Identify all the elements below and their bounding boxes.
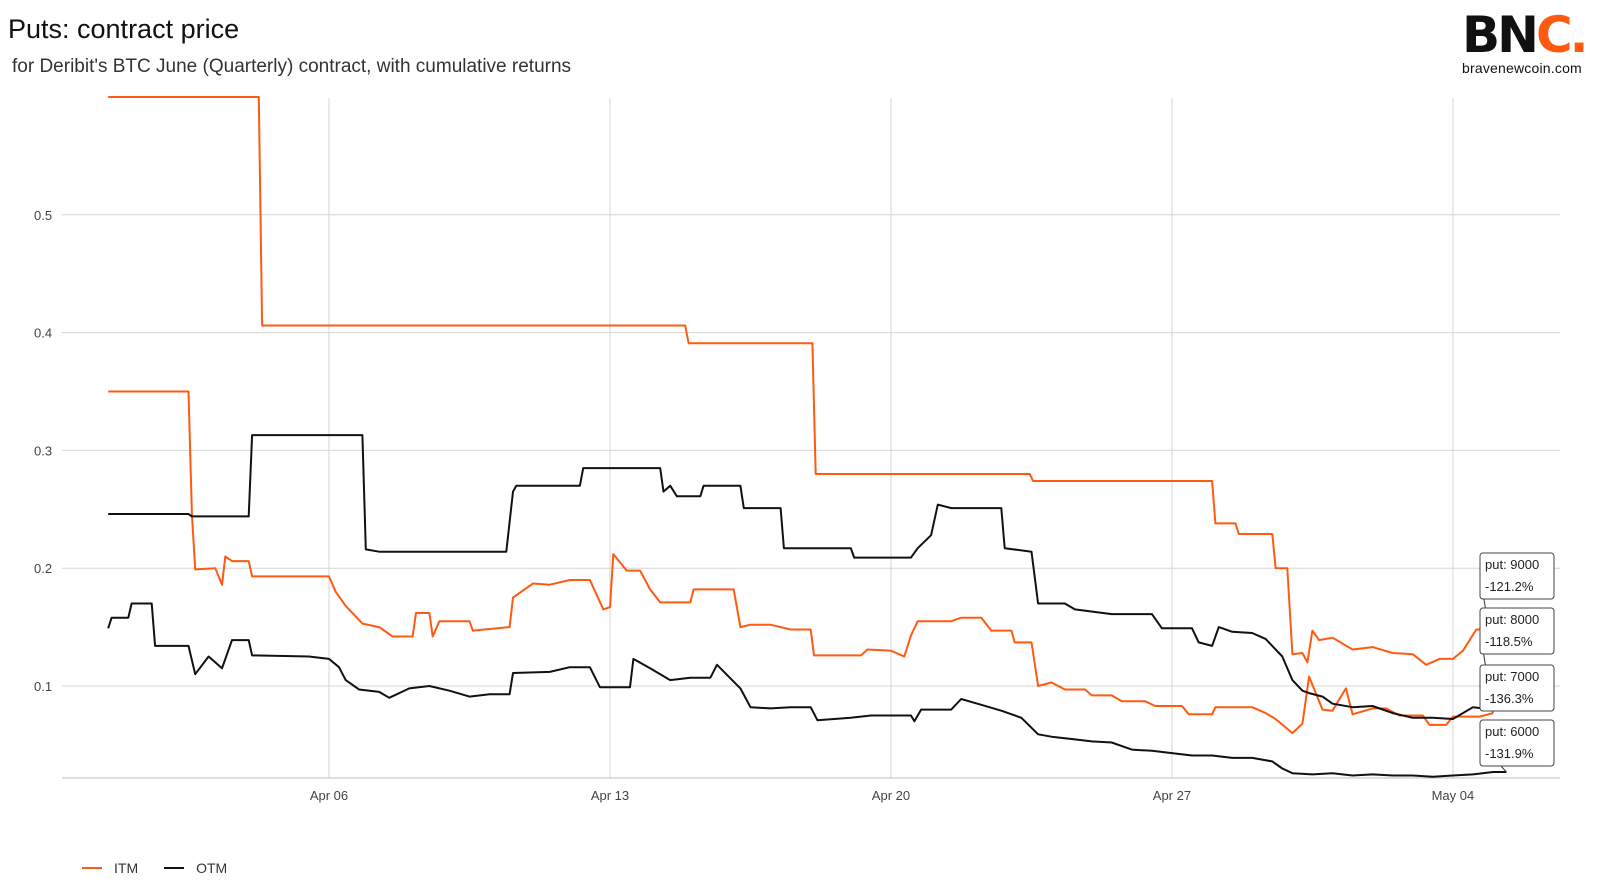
chart-title: Puts: contract price (8, 14, 240, 44)
series-line-2 (108, 390, 1494, 735)
end-label-strike: put: 7000 (1485, 669, 1539, 684)
legend: ITM OTM (82, 860, 227, 876)
legend-swatch-otm (164, 867, 185, 869)
x-tick-label: Apr 13 (591, 788, 629, 803)
end-label-box (1479, 552, 1555, 600)
y-tick-label: 0.1 (34, 679, 52, 694)
y-tick-label: 0.4 (34, 326, 52, 341)
legend-item-itm: ITM (82, 860, 138, 876)
x-tick-label: Apr 27 (1153, 788, 1191, 803)
end-label-box (1479, 607, 1555, 655)
x-tick-label: May 04 (1432, 788, 1475, 803)
brand-logo: BNC. bravenewcoin.com (1462, 8, 1592, 76)
end-label-return: -118.5% (1485, 634, 1533, 649)
grid (62, 98, 1560, 778)
end-label-strike: put: 8000 (1485, 612, 1539, 627)
end-label-return: -121.2% (1485, 579, 1534, 594)
end-label-tag: put: 6000 -131.9% (1479, 719, 1555, 773)
legend-label-itm: ITM (114, 860, 139, 876)
end-label-return: -136.3% (1485, 691, 1534, 706)
end-label-tag: put: 8000 -118.5% (1479, 607, 1555, 714)
logo-mark: BNC. (1462, 8, 1592, 62)
axes: 0.1 0.2 0.3 0.4 0.5 Apr 06 Apr 13 Apr 20 Apr 27 M… (34, 208, 1560, 803)
end-label-box (1479, 664, 1555, 712)
end-labels: put: 9000 -121.2% put: 8000 -118.5% put: 700… (1479, 552, 1555, 773)
x-tick-label: Apr 06 (310, 788, 348, 803)
legend-swatch-itm (82, 867, 102, 869)
logo-mark-main: BN (1462, 6, 1539, 64)
end-label-tag: put: 7000 -136.3% (1479, 664, 1555, 712)
y-tick-label: 0.5 (34, 208, 52, 223)
end-label-tag: put: 9000 -121.2% (1479, 552, 1555, 654)
end-label-strike: put: 9000 (1485, 557, 1539, 572)
series-line-3 (108, 434, 1494, 720)
logo-mark-accent: C. (1535, 6, 1589, 64)
end-label-return: -131.9% (1485, 746, 1534, 761)
end-label-strike: put: 6000 (1485, 724, 1539, 739)
series-line-4 (107, 602, 1507, 778)
x-tick-label: Apr 20 (872, 788, 910, 803)
legend-label-otm: OTM (196, 860, 228, 876)
chart-subtitle: for Deribit's BTC June (Quarterly) contr… (12, 56, 572, 77)
y-tick-label: 0.3 (34, 443, 52, 458)
series-line-1 (108, 96, 1495, 666)
series-lines (107, 96, 1507, 778)
y-tick-label: 0.2 (34, 561, 52, 576)
logo-url: bravenewcoin.com (1462, 60, 1582, 76)
end-label-box (1479, 719, 1555, 767)
legend-item-otm: OTM (164, 860, 227, 876)
